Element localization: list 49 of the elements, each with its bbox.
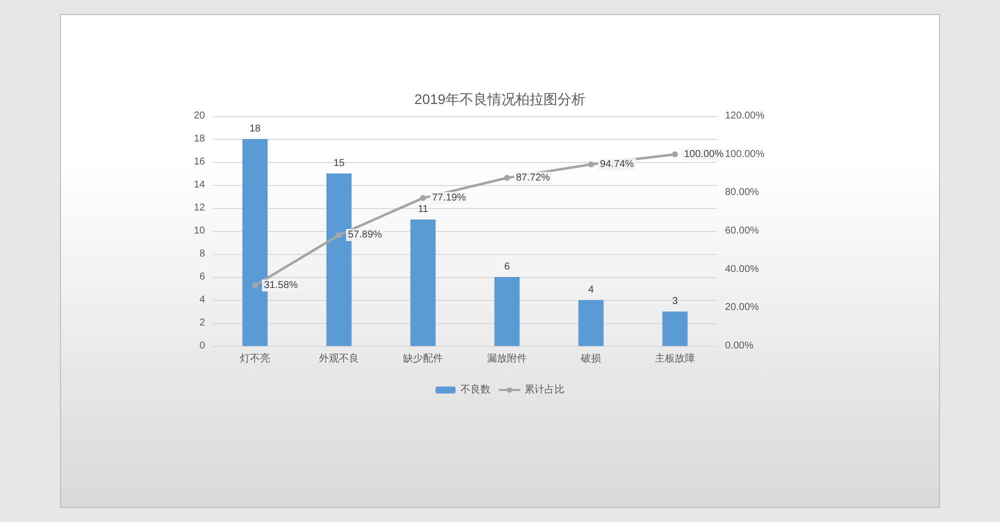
x-tick-label: 破损 (580, 352, 601, 364)
y2-tick-label: 0.00% (725, 340, 754, 352)
data-label: 6 (504, 262, 510, 272)
y-tick-label: 16 (194, 156, 206, 168)
y2-tick-label: 60.00% (725, 226, 760, 236)
chart-title: 2019年不良情况柏拉图分析 (414, 91, 586, 107)
y-tick-label: 18 (194, 134, 206, 144)
y-tick-label: 0 (199, 340, 206, 352)
data-label: 18 (249, 124, 261, 134)
y2-tick-label: 20.00% (725, 302, 760, 314)
data-label: 4 (588, 284, 594, 296)
y-tick-label: 2 (199, 318, 206, 328)
data-label: 15 (333, 158, 345, 169)
data-label: 3 (672, 296, 678, 307)
bar (410, 220, 436, 346)
data-label: 11 (418, 204, 429, 215)
data-label: 100.00% (684, 148, 724, 160)
x-tick-label: 漏放附件 (487, 352, 527, 364)
x-tick-label: 缺少配件 (403, 352, 443, 364)
y2-tick-label: 80.00% (725, 187, 760, 198)
y-tick-label: 20 (194, 110, 206, 122)
y2-tick-label: 100.00% (725, 148, 765, 160)
legend-label: 累计占比 (524, 384, 564, 396)
y-tick-label: 12 (194, 202, 206, 214)
x-tick-label: 外观不良 (319, 352, 359, 364)
point (588, 161, 594, 168)
data-label: 77.19% (432, 192, 466, 204)
y-tick-label: 4 (199, 294, 206, 306)
y-tick-label: 6 (199, 272, 206, 282)
x-tick-label: 灯不亮 (240, 352, 270, 364)
point (672, 151, 678, 158)
point (336, 232, 342, 238)
y-tick-label: 10 (194, 226, 206, 236)
y2-tick-label: 40.00% (725, 264, 760, 275)
point (504, 174, 510, 181)
y-tick-label: 8 (199, 248, 206, 260)
x-tick-label: 主板故障 (655, 352, 695, 364)
point (420, 195, 426, 202)
bar (494, 277, 520, 346)
data-label: 87.72% (516, 172, 550, 184)
data-label: 31.58% (264, 280, 298, 291)
y-tick-label: 14 (194, 180, 206, 190)
data-label: 57.89% (348, 230, 382, 241)
bar (578, 300, 604, 346)
bar (662, 312, 688, 346)
point (252, 282, 258, 288)
y2-tick-label: 120.00% (725, 110, 765, 122)
legend-label: 不良数 (460, 384, 490, 396)
data-label: 94.74% (600, 158, 634, 170)
